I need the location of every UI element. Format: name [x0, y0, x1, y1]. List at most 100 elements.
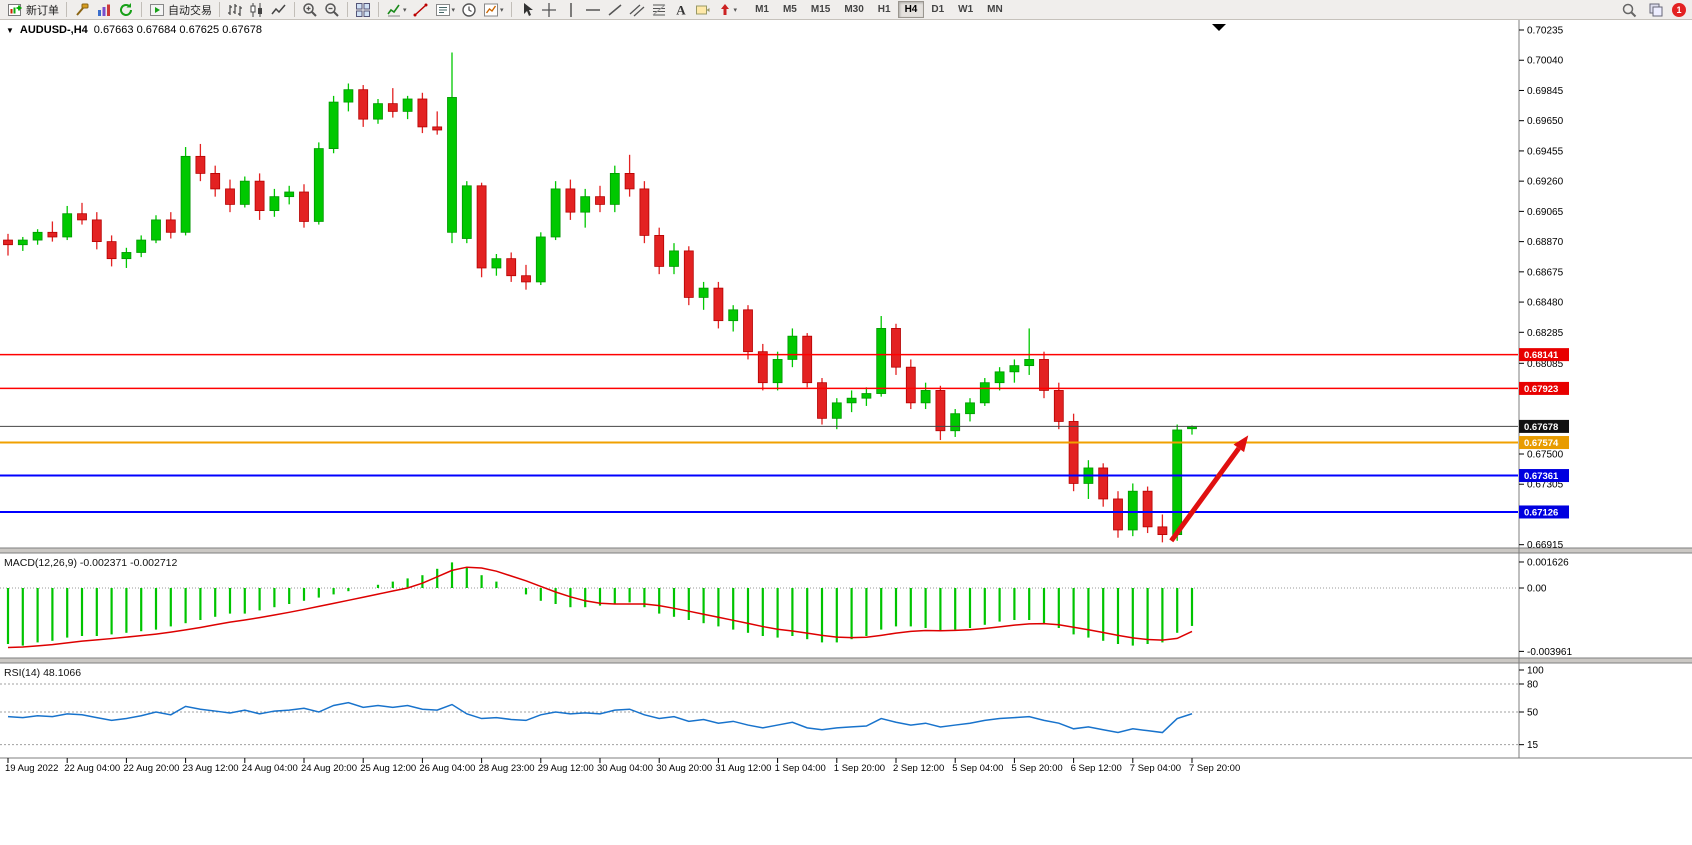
timeframe-d1[interactable]: D1 — [931, 4, 945, 15]
zoom-in-icon[interactable] — [299, 0, 321, 20]
price-tick-label: 0.69260 — [1527, 177, 1564, 188]
chart-canvas[interactable]: 0.70235 0.70040 0.69845 0.69650 0.69455 0.692… — [0, 20, 1692, 845]
chart-shift-marker-icon[interactable] — [1212, 24, 1226, 31]
horizontal-line-icon[interactable] — [582, 0, 604, 20]
macd-tick-label: 0.00 — [1527, 584, 1547, 595]
timeframe-mn[interactable]: MN — [987, 4, 1003, 15]
fibonacci-icon[interactable] — [648, 0, 670, 20]
time-tick-label: 2 Sep 12:00 — [893, 763, 944, 774]
price-tick-label: 0.70235 — [1527, 26, 1564, 37]
price-tick-label: 0.68480 — [1527, 298, 1564, 309]
line-studies-icon[interactable] — [410, 0, 432, 20]
macd-panel: MACD(12,26,9) -0.002371 -0.002712 0.00162… — [0, 557, 1572, 658]
line-price-label-box — [1519, 419, 1569, 433]
text-label-icon[interactable] — [692, 0, 714, 20]
cursor-icon[interactable] — [516, 0, 538, 20]
chart-title: ▼ AUDUSD-,H4 0.67663 0.67684 0.67625 0.6… — [6, 24, 262, 36]
panel-separator[interactable] — [0, 548, 1692, 553]
time-tick-label: 25 Aug 12:00 — [360, 763, 416, 774]
toolbar-right: 1 — [1618, 0, 1688, 20]
time-tick-label: 22 Aug 04:00 — [64, 763, 120, 774]
templates-icon[interactable]: ▾ — [480, 0, 507, 20]
profiles-icon[interactable] — [93, 0, 115, 20]
rsi-line — [7, 701, 1193, 734]
notification-badge[interactable]: 1 — [1672, 2, 1686, 17]
horizontal-lines — [0, 353, 1518, 513]
line-price-label: 0.68141 — [1524, 350, 1559, 361]
toolbar: 新订单 自动交易 ▾ ▾ ▾ A ▾ M1 M5 M15 M30 H1 H4 D1 W1 MN 1 — [0, 0, 1692, 20]
hammer-icon[interactable] — [71, 0, 93, 20]
line-chart-icon[interactable] — [268, 0, 290, 20]
line-price-label-box — [1519, 348, 1569, 362]
price-tick-label: 0.68870 — [1527, 237, 1564, 248]
time-tick-label: 5 Sep 20:00 — [1011, 763, 1062, 774]
timeframe-m15[interactable]: M15 — [810, 4, 831, 15]
chevron-down-icon[interactable]: ▾ — [451, 6, 456, 14]
time-tick-label: 7 Sep 20:00 — [1189, 763, 1240, 774]
time-tick-label: 31 Aug 12:00 — [715, 763, 771, 774]
timeframe-h1[interactable]: H1 — [877, 4, 891, 15]
layers-icon[interactable] — [1645, 0, 1667, 20]
timeframe-m1[interactable]: M1 — [755, 4, 769, 15]
macd-signal-line — [7, 566, 1193, 649]
chevron-down-icon[interactable]: ▾ — [500, 6, 504, 14]
price-tick-label: 0.67305 — [1527, 480, 1564, 491]
toolbar-separator — [347, 2, 348, 17]
price-tick-label: 0.68285 — [1527, 328, 1564, 339]
arrows-icon[interactable]: ▾ — [714, 0, 741, 20]
time-tick-label: 7 Sep 04:00 — [1130, 763, 1181, 774]
text-icon[interactable]: A — [670, 0, 692, 20]
bar-chart-icon[interactable] — [224, 0, 246, 20]
timeframe-m30[interactable]: M30 — [844, 4, 864, 15]
macd-label: MACD(12,26,9) -0.002371 -0.002712 — [4, 557, 178, 569]
rsi-tick-label: 50 — [1527, 708, 1539, 719]
line-price-label-box — [1519, 381, 1569, 395]
search-icon[interactable] — [1618, 0, 1640, 20]
price-tick-label: 0.70040 — [1527, 56, 1564, 67]
tile-windows-icon[interactable] — [352, 0, 374, 20]
autotrading-icon[interactable]: 自动交易 — [146, 0, 215, 20]
rsi-label: RSI(14) 48.1066 — [4, 667, 81, 679]
periods-icon[interactable]: ▾ — [432, 0, 459, 20]
timeframe-w1[interactable]: W1 — [958, 4, 974, 15]
trend-arrow-head — [1233, 435, 1249, 453]
line-price-label: 0.67923 — [1524, 384, 1558, 395]
price-tick-label: 0.69650 — [1527, 116, 1564, 127]
time-tick-label: 1 Sep 20:00 — [834, 763, 885, 774]
chevron-down-icon[interactable]: ▾ — [733, 6, 738, 14]
chevron-down-icon[interactable]: ▾ — [403, 6, 407, 14]
vertical-line-icon[interactable] — [560, 0, 582, 20]
toolbar-separator — [294, 2, 295, 17]
timeframe-m5[interactable]: M5 — [782, 4, 797, 15]
zoom-out-icon[interactable] — [321, 0, 343, 20]
price-tick-label: 0.69455 — [1527, 146, 1564, 157]
price-tick-label: 0.69845 — [1527, 86, 1564, 97]
macd-tick-label: 0.001626 — [1527, 557, 1569, 568]
candlestick-chart-icon[interactable] — [246, 0, 268, 20]
line-price-label: 0.67361 — [1524, 471, 1559, 482]
indicators-icon[interactable]: ▾ — [383, 0, 410, 20]
toolbar-separator — [219, 2, 220, 17]
time-tick-label: 30 Aug 20:00 — [656, 763, 712, 774]
price-tick-label: 0.67500 — [1527, 449, 1564, 460]
one-click-trading-icon[interactable]: ▼ — [6, 26, 14, 35]
candlestick-series — [3, 52, 1197, 543]
new-order-icon[interactable]: 新订单 — [4, 0, 62, 20]
autotrading-label: 自动交易 — [168, 4, 212, 17]
time-tick-label: 30 Aug 04:00 — [597, 763, 653, 774]
trend-arrow[interactable] — [1169, 446, 1241, 543]
line-price-label-box — [1519, 469, 1569, 483]
svg-text:A: A — [676, 2, 686, 17]
time-scale[interactable]: 19 Aug 2022 22 Aug 04:00 22 Aug 20:00 23 Au… — [5, 758, 1240, 774]
toolbar-separator — [141, 2, 142, 17]
time-tick-label: 28 Aug 23:00 — [479, 763, 535, 774]
panel-separator[interactable] — [0, 658, 1692, 663]
channel-icon[interactable] — [626, 0, 648, 20]
crosshair-icon[interactable] — [538, 0, 560, 20]
refresh-icon[interactable] — [115, 0, 137, 20]
timeframe-h4[interactable]: H4 — [897, 1, 925, 18]
price-scale[interactable]: 0.70235 0.70040 0.69845 0.69650 0.69455 0.692… — [1519, 26, 1569, 552]
trendline-icon[interactable] — [604, 0, 626, 20]
line-price-label-box — [1519, 505, 1569, 519]
clock-icon[interactable] — [458, 0, 480, 20]
